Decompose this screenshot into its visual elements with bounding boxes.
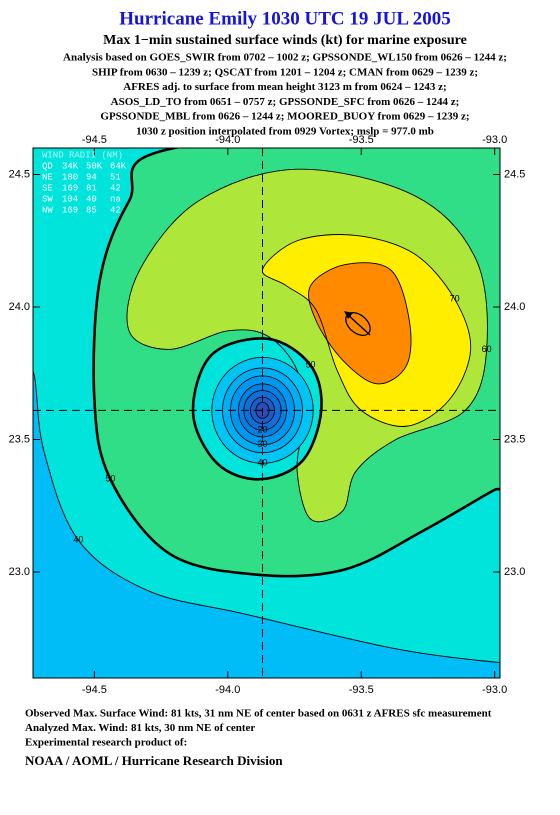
subtitle: Max 1−min sustained surface winds (kt) f… xyxy=(103,33,467,48)
wind-radii-cell: 81 xyxy=(86,183,97,193)
wind-radii-cell: NW xyxy=(42,205,53,215)
y-tick-label-left: 24.5 xyxy=(9,168,30,180)
overlay: -94.5 -94.5 -94.0 -94.0 -93.5 -93.5 -93.0 -93.0… xyxy=(9,134,526,696)
contour-line xyxy=(308,262,412,385)
x-tick-label-top: -93.5 xyxy=(349,134,374,146)
plot-area: 40 50 60 70 50 40 30 20 xyxy=(33,148,500,678)
motion-arrow xyxy=(346,313,371,336)
wind-radii-cell: 94 xyxy=(86,172,97,182)
wind-radii-header: 64K xyxy=(110,161,127,171)
wind-radii-cell: 169 xyxy=(62,183,78,193)
wind-radii-header: 50K xyxy=(86,161,103,171)
analysis-line: GPSSONDE_MBL from 0626 – 1244 z; MOORED_… xyxy=(100,111,469,123)
wind-radii-cell: 42 xyxy=(110,205,121,215)
y-tick-label-right: 24.0 xyxy=(504,301,525,313)
y-tick-label-left: 23.5 xyxy=(9,433,30,445)
contour-fill xyxy=(33,370,500,678)
wind-radii-cell: na xyxy=(110,194,121,204)
y-tick-label-left: 24.0 xyxy=(9,301,30,313)
footer: Observed Max. Surface Wind: 81 kts, 31 n… xyxy=(25,708,492,768)
wind-radii-cell: NE xyxy=(42,172,53,182)
analysis-line: SHIP from 0630 – 1239 z; QSCAT from 1201… xyxy=(92,66,478,78)
contour-label: 50 xyxy=(105,474,115,484)
contour-label: 20 xyxy=(257,425,267,435)
wind-radii-cell: 104 xyxy=(62,194,78,204)
x-tick-label-bottom: -94.5 xyxy=(82,684,107,696)
x-tick-label-top: -93.0 xyxy=(482,134,507,146)
x-tick-label-top: -94.0 xyxy=(215,134,240,146)
plot-frame xyxy=(32,147,501,679)
y-tick-label-right: 24.5 xyxy=(504,168,525,180)
wind-radii-header: 34K xyxy=(62,161,79,171)
wind-radii-cell: 40 xyxy=(86,194,97,204)
analysis-line: ASOS_LD_TO from 0651 – 0757 z; GPSSONDE_… xyxy=(111,96,460,108)
footer-line: Experimental research product of: xyxy=(25,737,187,749)
wind-radii-title: WIND RADII (NM) xyxy=(42,150,123,160)
contour-line xyxy=(92,148,500,578)
analysis-line: 1030 z position interpolated from 0929 V… xyxy=(136,126,434,138)
contour-line xyxy=(191,337,323,481)
analysis-line: Analysis based on GOES_SWIR from 0702 – … xyxy=(63,52,507,64)
wind-radii-cell: 85 xyxy=(86,205,97,215)
wind-radii-cell: SE xyxy=(42,183,53,193)
wind-radii-cell: 51 xyxy=(110,172,121,182)
y-tick-label-left: 23.0 xyxy=(9,566,30,578)
footer-line: Analyzed Max. Wind: 81 kts, 30 nm NE of … xyxy=(25,722,255,734)
y-tick-label-right: 23.5 xyxy=(504,433,525,445)
contour-label: 40 xyxy=(73,535,83,545)
wind-radii-cell: 169 xyxy=(62,205,78,215)
x-tick-label-bottom: -93.5 xyxy=(349,684,374,696)
wind-radii-cell: SW xyxy=(42,194,53,204)
analysis-line: AFRES adj. to surface from mean height 3… xyxy=(123,81,446,93)
motion-arrow-head xyxy=(344,311,353,319)
x-tick-label-top: -94.5 xyxy=(82,134,107,146)
wind-radii-cell: 180 xyxy=(62,172,78,182)
contour-label: 60 xyxy=(482,344,492,354)
analysis-lines: Analysis based on GOES_SWIR from 0702 – … xyxy=(63,52,507,138)
contour-label: 30 xyxy=(257,439,267,449)
contour-line xyxy=(33,369,500,663)
title: Hurricane Emily 1030 UTC 19 JUL 2005 xyxy=(119,8,450,29)
contour-fill xyxy=(308,262,412,384)
x-tick-label-bottom: -94.0 xyxy=(215,684,240,696)
y-tick-label-right: 23.0 xyxy=(504,566,525,578)
contour-label: 70 xyxy=(450,293,460,303)
footer-org: NOAA / AOML / Hurricane Research Divisio… xyxy=(25,753,283,768)
wind-radii-cell: 42 xyxy=(110,183,121,193)
footer-line: Observed Max. Surface Wind: 81 kts, 31 n… xyxy=(25,708,492,720)
contour-label: 50 xyxy=(306,360,316,370)
x-tick-label-bottom: -93.0 xyxy=(482,684,507,696)
contour-line xyxy=(262,234,472,427)
wind-radii-header: QD xyxy=(42,161,53,171)
